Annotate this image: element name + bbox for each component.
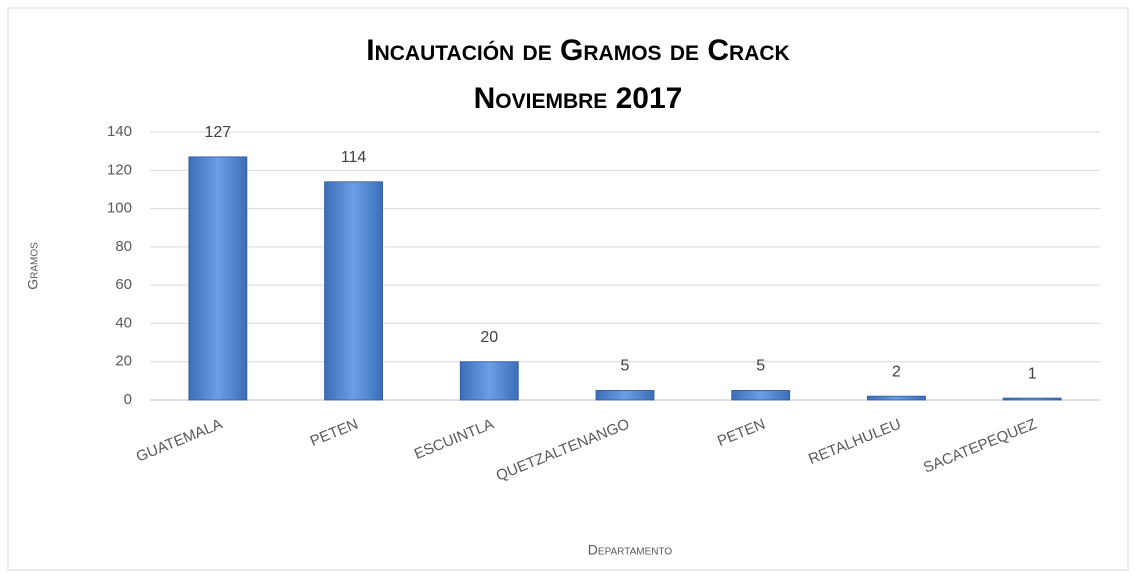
y-axis-title: Gramos <box>25 242 41 290</box>
y-tick-label: 80 <box>115 238 132 255</box>
chart-subtitle: Noviembre 2017 <box>474 82 683 115</box>
y-tick-label: 140 <box>107 123 132 140</box>
bar <box>867 395 926 401</box>
chart-title: Incautación de Gramos de Crack <box>366 34 789 67</box>
bar <box>1002 397 1062 401</box>
y-tick-label: 20 <box>115 353 132 370</box>
data-label: 114 <box>341 149 367 166</box>
data-label: 20 <box>480 329 498 346</box>
data-label: 1 <box>1028 365 1037 382</box>
bar <box>188 156 248 401</box>
x-axis-title: Departamento <box>588 542 673 558</box>
y-tick-label: 60 <box>115 276 132 293</box>
data-label: 127 <box>205 124 232 141</box>
bar <box>459 361 519 401</box>
y-tick-label: 40 <box>115 314 132 331</box>
data-label: 5 <box>621 358 630 375</box>
data-label: 5 <box>756 358 765 375</box>
bar <box>324 181 383 401</box>
bar <box>595 390 655 401</box>
y-tick-label: 0 <box>124 391 132 408</box>
data-label: 2 <box>892 363 901 380</box>
bar <box>731 390 791 401</box>
y-tick-label: 120 <box>107 161 132 178</box>
y-tick-label: 100 <box>107 200 132 217</box>
